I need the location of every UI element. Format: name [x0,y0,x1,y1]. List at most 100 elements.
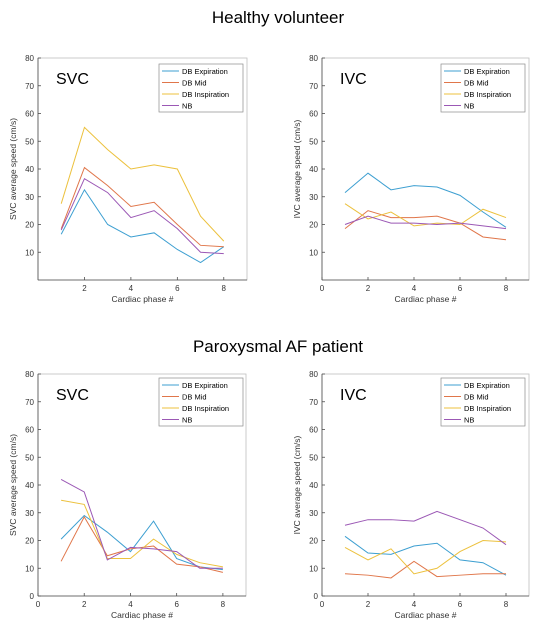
legend-label: DB Mid [464,393,489,402]
legend-label: DB Inspiration [182,404,229,413]
legend-label: NB [464,102,474,111]
x-tick-label: 0 [36,600,41,609]
y-tick-label: 20 [309,537,318,546]
x-tick-label: 2 [82,284,87,293]
y-tick-label: 10 [25,248,34,257]
chart-healthy-ivc: 10 20 30 40 50 60 70 80 0 2 4 6 8 Cardiac phase # IVC … [292,54,530,304]
x-tick-label: 4 [129,284,134,293]
y-tick-label: 50 [25,137,34,146]
y-tick-label: 0 [314,592,319,601]
x-tick-label: 8 [221,600,226,609]
series-line-nb [344,510,507,546]
legend-box [440,63,526,113]
legend-label: DB Mid [182,79,207,88]
y-tick-label: 80 [309,54,318,63]
legend-box [158,63,244,113]
x-axis-label: Cardiac phase # [112,294,174,304]
legend-label: NB [182,416,192,425]
x-tick-label: 8 [222,284,227,293]
y-tick-label: 40 [309,165,318,174]
y-tick-label: 20 [25,221,34,230]
x-tick-label: 0 [320,600,325,609]
x-tick-label: 8 [504,284,509,293]
series-line-db-mid [60,166,224,248]
y-tick-label: 80 [25,54,34,63]
y-tick-label: 30 [25,509,34,518]
y-tick-label: 60 [309,426,318,435]
y-tick-label: 30 [309,509,318,518]
series-line-db-mid [344,560,506,579]
y-tick-label: 20 [309,221,318,230]
series-line-db-inspiration [61,499,223,568]
x-axis-label: Cardiac phase # [395,610,457,620]
series-line-db-mid [60,515,224,573]
y-tick-label: 40 [309,481,318,490]
x-tick-label: 8 [504,600,509,609]
chart-paroxysmal-svc: 0 10 20 30 40 50 60 70 80 0 2 4 6 8 Cardiac phase # SVC… [8,370,247,620]
x-tick-label: 4 [412,600,417,609]
y-tick-label: 50 [25,453,34,462]
chart-annotation: IVC [340,71,367,88]
chart-annotation: SVC [56,387,89,404]
y-axis-label: IVC average speed (cm/s) [292,435,302,534]
x-tick-label: 2 [366,284,371,293]
legend-label: DB Inspiration [464,404,511,413]
legend-label: DB Mid [182,393,207,402]
y-tick-label: 50 [309,453,318,462]
chart-annotation: IVC [340,387,367,404]
y-tick-label: 40 [25,481,34,490]
series-line-db-inspiration [344,539,507,575]
series-line-db-expiration [344,172,507,228]
legend-box [440,377,526,427]
y-axis-label: IVC average speed (cm/s) [292,119,302,218]
legend-label: DB Expiration [182,381,228,390]
y-tick-label: 70 [25,82,34,91]
y-tick-label: 70 [309,398,318,407]
y-tick-label: 60 [25,110,34,119]
y-tick-label: 80 [25,370,34,379]
legend-label: DB Expiration [182,67,228,76]
legend-label: DB Inspiration [182,90,229,99]
legend-label: NB [182,102,192,111]
chart-annotation: SVC [56,71,89,88]
y-tick-label: 10 [309,564,318,573]
y-axis-label: SVC average speed (cm/s) [8,434,18,536]
y-tick-label: 60 [309,110,318,119]
section-title-healthy: Healthy volunteer [211,8,345,27]
x-tick-label: 6 [175,284,180,293]
y-tick-label: 10 [309,248,318,257]
y-tick-label: 30 [309,193,318,202]
series-line-nb [344,215,507,230]
y-tick-label: 70 [309,82,318,91]
y-tick-label: 30 [25,193,34,202]
y-tick-label: 0 [30,592,35,601]
y-tick-label: 60 [25,426,34,435]
chart-paroxysmal-ivc: 0 10 20 30 40 50 60 70 80 0 2 4 6 8 Cardiac phase # IVC… [292,370,530,620]
legend-label: DB Expiration [464,67,510,76]
x-tick-label: 2 [366,600,371,609]
chart-healthy-svc: 10 20 30 40 50 60 70 80 2 4 6 8 Cardiac phase # SVC a… [8,54,248,304]
y-tick-label: 50 [309,137,318,146]
section-title-paroxysmal: Paroxysmal AF patient [192,337,364,356]
x-tick-label: 0 [320,284,325,293]
x-axis-label: Cardiac phase # [395,294,457,304]
legend-label: DB Expiration [464,381,510,390]
x-axis-label: Cardiac phase # [111,610,173,620]
legend-box [158,377,244,427]
series-line-db-inspiration [60,126,225,242]
x-tick-label: 2 [82,600,87,609]
legend-label: DB Inspiration [464,90,511,99]
series-line-nb [60,177,224,255]
x-tick-label: 6 [458,600,463,609]
y-tick-label: 40 [25,165,34,174]
legend-label: DB Mid [464,79,489,88]
x-tick-label: 6 [174,600,179,609]
series-line-db-expiration [60,188,225,264]
y-tick-label: 10 [25,564,34,573]
y-axis-label: SVC average speed (cm/s) [8,118,18,220]
y-tick-label: 80 [309,370,318,379]
x-tick-label: 4 [128,600,133,609]
series-line-nb [60,479,223,569]
x-tick-label: 4 [412,284,417,293]
y-tick-label: 70 [25,398,34,407]
